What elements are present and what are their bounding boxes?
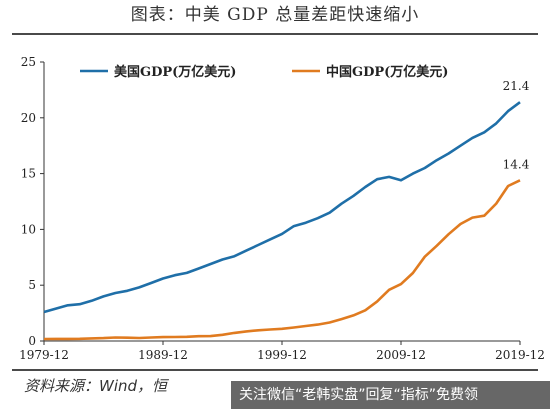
legend: 美国GDP(万亿美元) 中国GDP(万亿美元) xyxy=(80,64,448,80)
source-note: 资料来源：Wind，恒 xyxy=(24,377,168,395)
x-tick-label: 1979-12 xyxy=(19,348,69,362)
china-gdp-line xyxy=(43,179,521,341)
x-tick-label: 2009-12 xyxy=(376,348,426,362)
legend-label: 中国GDP(万亿美元) xyxy=(326,64,448,80)
y-tick-label: 20 xyxy=(21,111,36,125)
x-tick-label: 2019-12 xyxy=(495,348,545,362)
y-tick-label: 25 xyxy=(21,55,36,69)
y-tick-label: 5 xyxy=(28,278,36,292)
us-gdp-line xyxy=(43,101,521,314)
top-rule xyxy=(12,33,538,35)
series-lines: 21.4 14.4 xyxy=(43,79,530,341)
y-tick-label: 0 xyxy=(28,334,36,348)
bottom-rule xyxy=(12,369,538,371)
y-tick-label: 10 xyxy=(21,222,36,236)
legend-label: 美国GDP(万亿美元) xyxy=(114,64,236,80)
axes: 0 5 10 15 20 25 1979-12 1989-12 1999-12 2009-12 20… xyxy=(19,55,545,362)
x-tick-label: 1999-12 xyxy=(257,348,307,362)
end-value-label: 21.4 xyxy=(503,79,530,93)
x-tick-label: 1989-12 xyxy=(138,348,188,362)
gdp-line-chart: 0 5 10 15 20 25 1979-12 1989-12 1999-12 2009-12 20… xyxy=(19,55,545,362)
y-tick-label: 15 xyxy=(21,167,36,181)
chart-title: 图表：中美 GDP 总量差距快速缩小 xyxy=(130,5,420,25)
end-value-label: 14.4 xyxy=(503,157,530,171)
promo-banner[interactable]: 关注微信“老韩实盘”回复“指标”免费领 xyxy=(231,381,550,409)
